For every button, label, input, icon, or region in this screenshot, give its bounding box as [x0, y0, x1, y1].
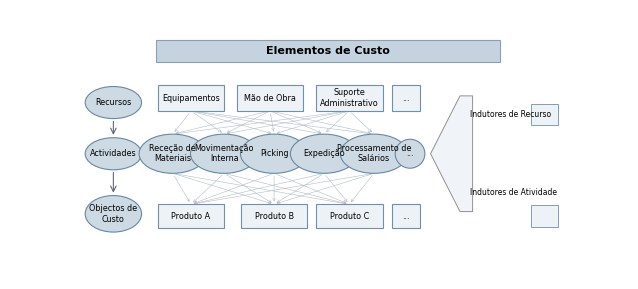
FancyBboxPatch shape — [158, 204, 225, 228]
FancyBboxPatch shape — [531, 205, 558, 227]
Text: Movimentação
Interna: Movimentação Interna — [195, 144, 254, 164]
Polygon shape — [431, 96, 473, 212]
Text: Expedição: Expedição — [303, 149, 345, 158]
Ellipse shape — [85, 86, 142, 118]
Ellipse shape — [85, 196, 142, 232]
Text: Indutores de Atividade: Indutores de Atividade — [470, 188, 558, 197]
Text: Processamento de
Salários: Processamento de Salários — [337, 144, 411, 164]
Ellipse shape — [241, 134, 308, 173]
FancyBboxPatch shape — [237, 85, 304, 111]
Text: Equipamentos: Equipamentos — [162, 94, 220, 103]
FancyBboxPatch shape — [241, 204, 308, 228]
FancyBboxPatch shape — [316, 204, 383, 228]
Text: Indutores de Recurso: Indutores de Recurso — [470, 110, 551, 119]
Text: Produto A: Produto A — [172, 212, 211, 221]
Ellipse shape — [139, 134, 206, 173]
Ellipse shape — [191, 134, 258, 173]
Text: Actividades: Actividades — [90, 149, 137, 158]
Ellipse shape — [290, 134, 358, 173]
Ellipse shape — [85, 138, 142, 170]
Text: Suporte
Administrativo: Suporte Administrativo — [320, 88, 378, 108]
FancyBboxPatch shape — [392, 85, 420, 111]
Text: Mão de Obra: Mão de Obra — [244, 94, 296, 103]
Text: Elementos de Custo: Elementos de Custo — [266, 46, 390, 56]
Text: ...: ... — [403, 94, 410, 103]
Ellipse shape — [395, 139, 425, 168]
Text: Receção de
Materiais: Receção de Materiais — [149, 144, 196, 164]
Text: Produto C: Produto C — [330, 212, 369, 221]
Text: Recursos: Recursos — [95, 98, 131, 107]
FancyBboxPatch shape — [158, 85, 225, 111]
FancyBboxPatch shape — [392, 204, 420, 228]
FancyBboxPatch shape — [316, 85, 383, 111]
FancyBboxPatch shape — [531, 104, 558, 125]
Text: ...: ... — [403, 212, 410, 221]
Text: ...: ... — [406, 149, 414, 158]
Text: Produto B: Produto B — [255, 212, 293, 221]
FancyBboxPatch shape — [156, 40, 500, 62]
Text: Objectos de
Custo: Objectos de Custo — [89, 204, 137, 223]
Text: Picking: Picking — [260, 149, 288, 158]
Ellipse shape — [340, 134, 408, 173]
